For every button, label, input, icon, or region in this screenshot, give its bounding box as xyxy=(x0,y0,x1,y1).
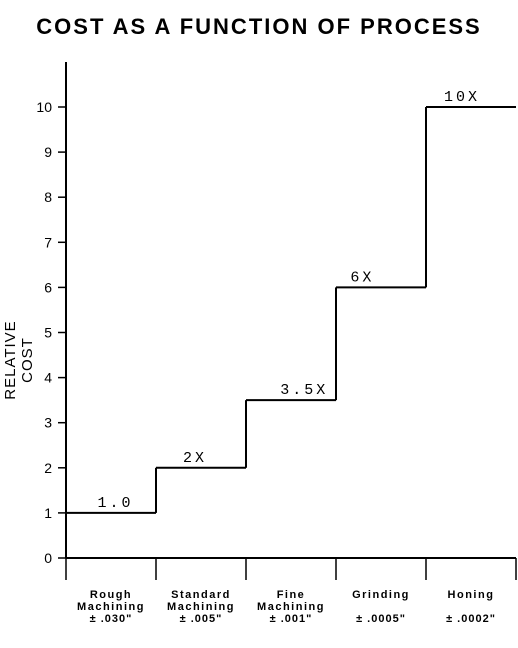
y-tick-label: 5 xyxy=(44,325,52,341)
y-tick-label: 1 xyxy=(44,505,52,521)
data-label: 1.0 xyxy=(97,495,133,512)
x-tolerance-label: ± .005" xyxy=(180,613,223,625)
x-category-label: Rough xyxy=(90,589,132,601)
data-label: 2X xyxy=(183,450,207,467)
x-tolerance-label: ± .030" xyxy=(90,613,133,625)
x-tolerance-label: ± .0002" xyxy=(446,613,496,625)
y-tick-label: 9 xyxy=(44,144,52,160)
x-category-label: Grinding xyxy=(352,589,410,601)
y-tick-label: 8 xyxy=(44,189,52,205)
y-tick-label: 2 xyxy=(44,460,52,476)
x-category-label: Machining xyxy=(257,601,325,613)
x-category-label: Standard xyxy=(171,589,231,601)
data-label: 3.5X xyxy=(280,382,328,399)
x-tolerance-label: ± .0005" xyxy=(356,613,406,625)
y-tick-label: 3 xyxy=(44,415,52,431)
y-tick-label: 4 xyxy=(44,370,52,386)
data-label: 6X xyxy=(350,269,374,286)
data-label: 10X xyxy=(444,89,480,106)
x-category-label: Machining xyxy=(167,601,235,613)
y-tick-label: 0 xyxy=(44,550,52,566)
x-category-label: Honing xyxy=(448,589,495,601)
y-tick-label: 10 xyxy=(36,99,52,115)
y-tick-label: 7 xyxy=(44,234,52,250)
x-tolerance-label: ± .001" xyxy=(270,613,313,625)
chart-title: COST AS A FUNCTION OF PROCESS xyxy=(36,14,482,39)
y-tick-label: 6 xyxy=(44,279,52,295)
x-category-label: Fine xyxy=(277,589,306,601)
x-category-label: Machining xyxy=(77,601,145,613)
